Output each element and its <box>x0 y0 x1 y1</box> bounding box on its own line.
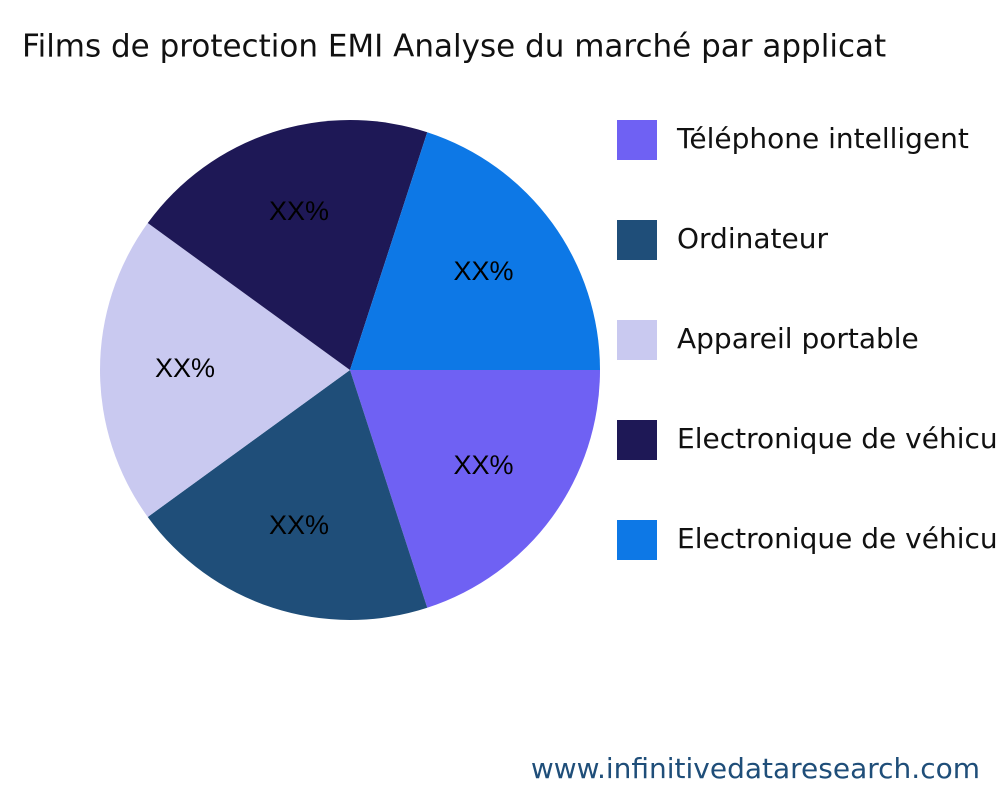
legend-swatch <box>617 520 657 560</box>
data-label: XX% <box>453 256 513 286</box>
pie-slice <box>100 223 350 517</box>
legend-swatch <box>617 220 657 260</box>
data-label: XX% <box>269 196 329 226</box>
legend-label: Electronique de véhicu <box>677 422 998 455</box>
source: www.infinitivedataresearch.com <box>531 752 980 785</box>
pie-slice <box>147 370 428 620</box>
legend-swatch <box>617 420 657 460</box>
chart-title: Films de protection EMI Analyse du march… <box>22 29 886 65</box>
legend-label: Téléphone intelligent <box>676 122 969 155</box>
data-label: XX% <box>269 510 329 540</box>
legend-label: Ordinateur <box>677 222 828 255</box>
pie-slice <box>350 132 600 370</box>
legend-swatch <box>617 320 657 360</box>
data-label: XX% <box>453 450 513 480</box>
data-label: XX% <box>155 353 215 383</box>
legend-label: Appareil portable <box>677 322 919 355</box>
pie-slice <box>350 370 600 608</box>
legend-swatch <box>617 120 657 160</box>
legend-label: Electronique de véhicu <box>677 522 998 555</box>
pie-slice <box>147 120 428 370</box>
